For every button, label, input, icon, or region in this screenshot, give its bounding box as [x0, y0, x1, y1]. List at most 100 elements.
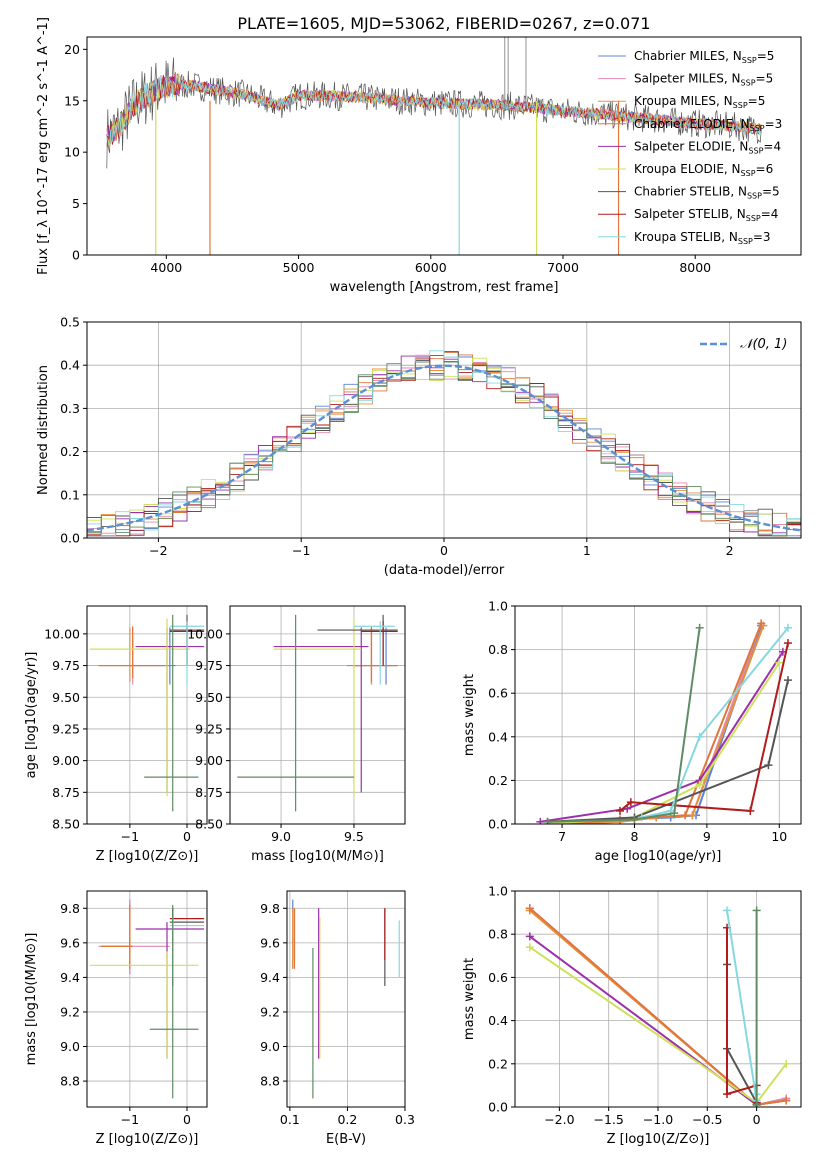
legend-subscript: SSP	[742, 56, 757, 65]
x-axis-label: Z [log10(Z/Z⊙)]	[607, 1132, 710, 1147]
panel-mass_vs_Z: −1 0 8.8 9.0 9.2 9.4 9.6 9.8 Z [log10(Z/Z⊙)] mass…	[24, 890, 208, 1147]
y-tick-label: 0.0	[60, 531, 80, 546]
x-axis-label: Z [log10(Z/Z⊙)]	[96, 1132, 199, 1147]
y-tick-label: 20	[64, 42, 80, 57]
legend-entry: Chabrier MILES, NSSP=5	[634, 49, 774, 65]
x-axis-label: E(B-V)	[326, 1132, 366, 1147]
x-axis-label: wavelength [Angstrom, rest frame]	[330, 280, 559, 295]
legend-count: =3	[753, 230, 771, 244]
x-tick-label: 5000	[283, 260, 315, 275]
spectrum-series-line	[106, 75, 762, 147]
y-tick-label: 9.2	[260, 1004, 280, 1019]
y-tick-label: 15	[64, 93, 80, 108]
x-tick-label: −2	[149, 543, 167, 558]
x-tick-label: 4000	[150, 260, 182, 275]
axes-frame	[286, 890, 406, 1108]
x-tick-label: 0	[183, 1112, 191, 1127]
weight-series-line	[547, 679, 789, 823]
plot-area	[525, 904, 791, 1107]
legend-subscript: SSP	[748, 146, 763, 155]
y-tick-label: 10	[64, 145, 80, 160]
x-tick-label: 2	[726, 543, 734, 558]
x-tick-label: 9	[703, 829, 711, 844]
y-tick-label: 9.00	[195, 753, 223, 768]
y-tick-label: 8.75	[195, 785, 223, 800]
weight-series-line	[540, 651, 784, 823]
legend-entry: 𝒩(0, 1)	[740, 337, 787, 352]
legend-count: =6	[756, 162, 774, 176]
y-tick-label: 9.4	[60, 970, 80, 985]
x-tick-label: 8	[630, 829, 638, 844]
y-tick-label: 9.6	[60, 935, 80, 950]
y-tick-label: 9.25	[195, 721, 223, 736]
panel-spectrum: 4000 5000 6000 7000 8000 0 5 10 15 20 wavelength […	[36, 17, 802, 295]
y-tick-label: 0.8	[488, 927, 508, 942]
y-tick-label: 9.4	[260, 970, 280, 985]
x-axis-label: mass [log10(M/M⊙)]	[251, 849, 384, 864]
y-tick-label: 10.00	[187, 626, 223, 641]
legend-count: =3	[765, 117, 783, 131]
y-tick-label: 0.6	[488, 686, 508, 701]
y-tick-label: 9.8	[60, 901, 80, 916]
x-tick-label: 0.2	[337, 1112, 357, 1127]
x-tick-label: 6000	[415, 260, 447, 275]
x-tick-label: −1	[121, 1112, 139, 1127]
y-tick-label: 9.0	[260, 1039, 280, 1054]
legend-count: =5	[762, 185, 780, 199]
y-tick-label: 9.6	[260, 935, 280, 950]
x-tick-label: 9.5	[344, 829, 364, 844]
panel-age_vs_Z: −1 0 8.50 8.75 9.00 9.25 9.50 9.75 10.00 Z [log10…	[24, 605, 208, 864]
plot-area	[89, 614, 205, 812]
x-tick-label: −2.0	[544, 1112, 574, 1127]
legend-entry: Kroupa STELIB, NSSP=3	[634, 230, 771, 246]
y-tick-label: 0.1	[60, 487, 80, 502]
x-tick-label: 7000	[547, 260, 579, 275]
legend-subscript: SSP	[747, 192, 762, 201]
legend-entry: Salpeter MILES, NSSP=5	[634, 72, 773, 88]
y-tick-label: 8.8	[260, 1074, 280, 1089]
panel-mass_vs_ebv: 0.1 0.2 0.3 8.8 9.0 9.2 9.4 9.6 9.8 E(B-V)	[260, 890, 415, 1147]
plot-area	[89, 899, 205, 1099]
y-axis-label: age [log10(age/yr)]	[24, 652, 39, 779]
weight-series-line	[619, 642, 789, 812]
y-axis-label: mass weight	[462, 674, 477, 756]
x-tick-label: 0	[753, 1112, 761, 1127]
y-tick-label: 10.00	[44, 626, 80, 641]
legend-count: =4	[761, 207, 779, 221]
y-tick-label: 9.0	[60, 1039, 80, 1054]
x-axis-label: Z [log10(Z/Z⊙)]	[96, 849, 199, 864]
weight-series-line	[547, 627, 701, 823]
y-tick-label: 9.25	[52, 721, 80, 736]
legend-count: =5	[756, 72, 774, 86]
x-tick-label: −1	[292, 543, 310, 558]
y-tick-label: 1.0	[488, 884, 508, 899]
y-tick-label: 0.4	[60, 358, 80, 373]
y-tick-label: 9.00	[52, 753, 80, 768]
legend-subscript: SSP	[741, 169, 756, 178]
plot-area	[237, 614, 398, 812]
panel-age_vs_mass: 9.0 9.5 8.50 8.75 9.00 9.25 9.50 9.75 10.00 mass …	[187, 605, 406, 864]
y-tick-label: 0	[72, 248, 80, 263]
legend-subscript: SSP	[733, 101, 748, 110]
legend-subscript: SSP	[741, 79, 756, 88]
panel-weight_vs_Z: −2.0 −1.5 −1.0 −0.5 0 0.0 0.2 0.4 0.6 0.8 1.0 Z [lo…	[462, 884, 802, 1147]
y-tick-label: 0.0	[488, 1100, 508, 1115]
y-tick-label: 0.2	[60, 444, 80, 459]
y-tick-label: 8.50	[195, 817, 223, 832]
legend-entry: Chabrier STELIB, NSSP=5	[634, 185, 780, 201]
legend-entry: Salpeter STELIB, NSSP=4	[634, 207, 778, 223]
x-tick-label: 8000	[679, 260, 711, 275]
y-axis-label: Normed distribution	[36, 365, 51, 495]
x-tick-label: −1.0	[643, 1112, 673, 1127]
x-tick-label: 0	[183, 829, 191, 844]
y-tick-label: 0.2	[488, 1056, 508, 1071]
y-tick-label: 0.4	[488, 729, 508, 744]
x-tick-label: −1	[121, 829, 139, 844]
legend-subscript: SSP	[738, 237, 753, 246]
spectrum-legend: Chabrier MILES, NSSP=5 Salpeter MILES, NS…	[598, 49, 782, 246]
spectrum-series-line	[106, 73, 762, 146]
gaussian-curve	[87, 364, 801, 532]
y-tick-label: 1.0	[488, 599, 508, 614]
y-tick-label: 0.3	[60, 401, 80, 416]
